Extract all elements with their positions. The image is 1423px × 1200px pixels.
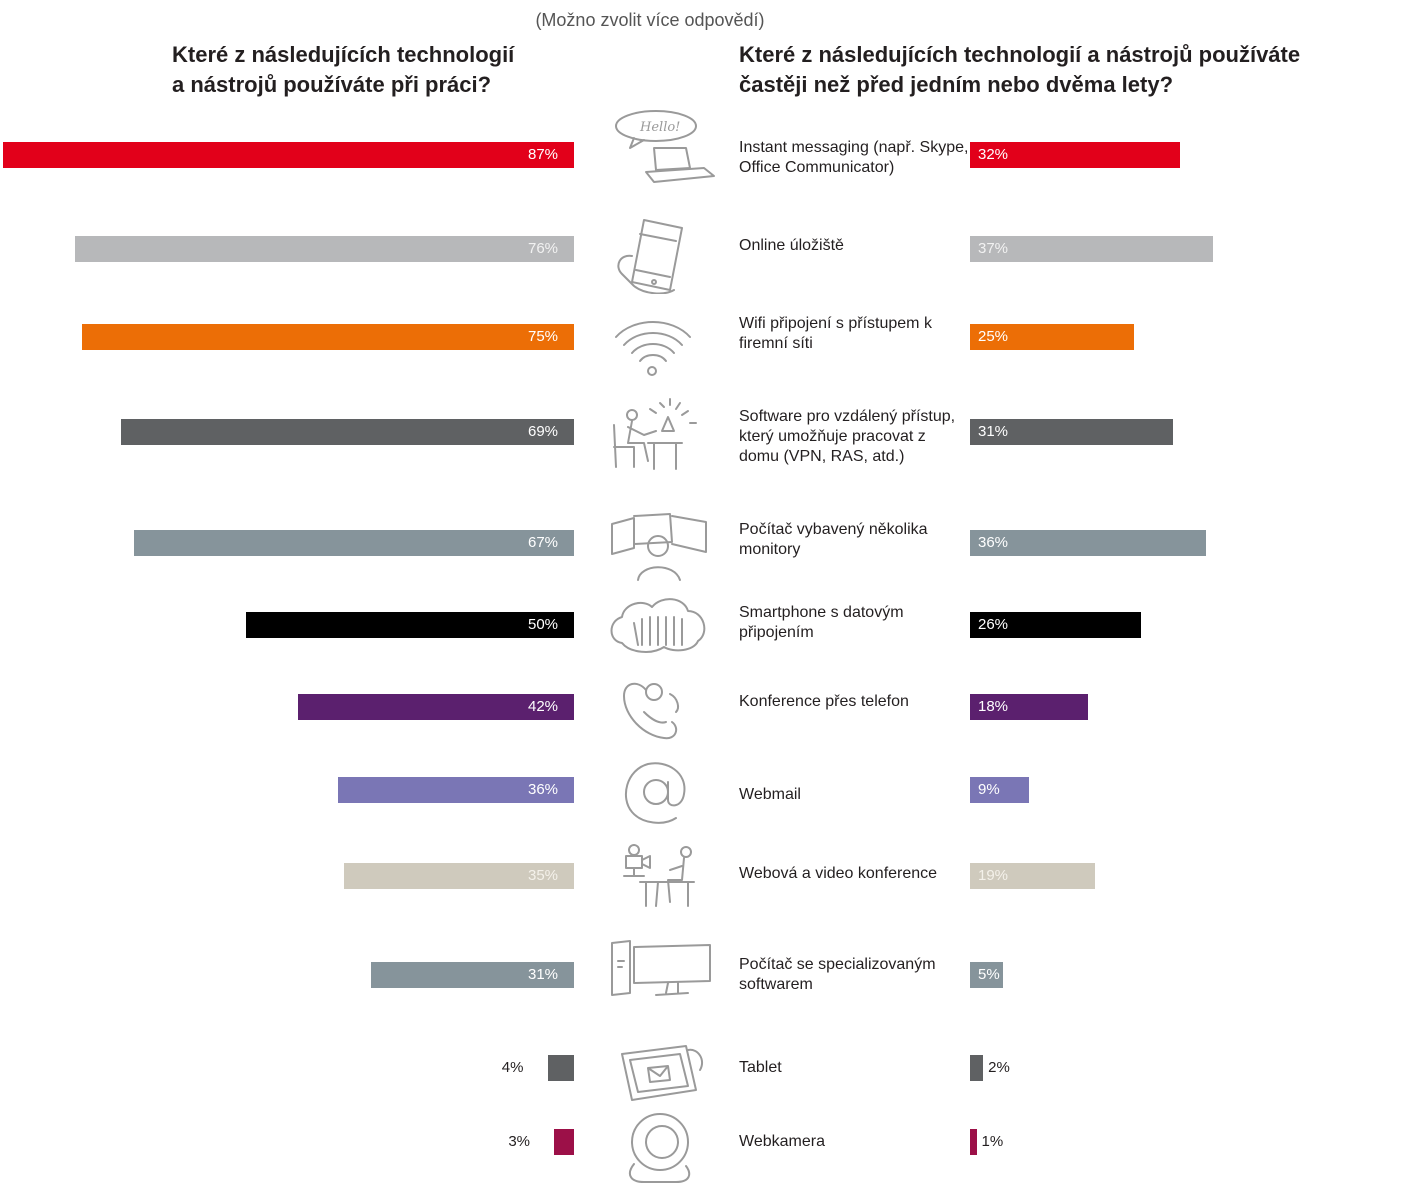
right-value-label: 5% <box>978 966 1000 983</box>
right-question-title: Které z následujících technologií a nást… <box>739 40 1359 100</box>
left-question-title: Které z následujících technologií a nást… <box>172 40 552 100</box>
category-label: Webmail <box>739 786 801 803</box>
left-bar <box>547 1055 574 1081</box>
right-bar <box>970 863 1095 889</box>
left-value-label: 76% <box>528 240 559 257</box>
left-bar <box>298 694 574 720</box>
left-value-label: 75% <box>528 328 559 345</box>
right-bar <box>970 777 1030 803</box>
right-bar <box>970 419 1174 445</box>
left-bar <box>134 530 574 556</box>
left-value-label: 67% <box>528 534 559 551</box>
left-bar <box>554 1129 574 1155</box>
right-value-label: 26% <box>978 616 1009 633</box>
tablet-icon <box>604 1030 716 1110</box>
left-value-label: 4% <box>501 1059 524 1076</box>
left-value-label: 3% <box>508 1133 530 1150</box>
at-sign-icon <box>604 752 716 832</box>
right-value-label: 1% <box>981 1133 1004 1150</box>
right-bar <box>970 530 1207 556</box>
phone-conference-icon <box>604 672 716 752</box>
left-bar <box>344 863 574 889</box>
right-bar <box>970 694 1089 720</box>
category-label: Webová a video konference <box>739 865 938 882</box>
right-bar <box>970 1055 984 1081</box>
remote-work-icon <box>604 397 716 477</box>
video-conference-icon <box>604 842 716 922</box>
smartphone-hand-icon <box>604 214 716 295</box>
right-bar <box>970 612 1141 638</box>
right-bar <box>970 1129 977 1155</box>
right-value-label: 36% <box>978 534 1009 551</box>
left-bar <box>246 612 574 638</box>
right-bar <box>970 324 1134 350</box>
left-value-label: 87% <box>528 146 559 163</box>
left-bar <box>3 142 574 168</box>
right-value-label: 32% <box>978 146 1009 163</box>
svg-text:Hello!: Hello! <box>639 120 680 135</box>
webcam-icon <box>604 1108 716 1188</box>
right-question-line-1: Které z následujících technologií a nást… <box>739 42 1301 67</box>
right-value-label: 37% <box>978 240 1009 257</box>
category-label: Webkamera <box>739 1133 825 1150</box>
left-bar <box>75 236 574 262</box>
category-label: Tablet <box>739 1059 782 1076</box>
cloud-storage-icon <box>604 587 716 667</box>
category-label: Počítač vybavený několika monitory <box>739 521 928 558</box>
right-bar <box>970 236 1213 262</box>
workstation-icon <box>604 937 716 1017</box>
left-value-label: 35% <box>528 867 559 884</box>
category-label: Online úložiště <box>739 237 844 254</box>
left-bar <box>121 419 574 445</box>
left-question-line-2: a nástrojů používáte při práci? <box>172 72 492 97</box>
right-bar <box>970 142 1180 168</box>
left-value-label: 31% <box>528 966 559 983</box>
category-label: Počítač se specializovaným softwarem <box>739 956 936 993</box>
right-value-label: 25% <box>978 328 1009 345</box>
category-label: Software pro vzdálený přístup, který umo… <box>739 408 956 465</box>
left-question-line-1: Které z následujících technologií <box>172 42 515 67</box>
right-value-label: 31% <box>978 423 1009 440</box>
multiple-answers-note: (Možno zvolit více odpovědí) <box>535 10 765 30</box>
left-value-label: 50% <box>528 616 559 633</box>
left-value-label: 42% <box>528 698 559 715</box>
right-value-label: 2% <box>988 1059 1010 1076</box>
left-bar <box>337 777 574 803</box>
category-label: Wifi připojení s přístupem k firemní sít… <box>739 315 932 352</box>
laptop-chat-icon: Hello! <box>604 104 716 184</box>
right-value-label: 19% <box>978 867 1009 884</box>
left-bar <box>370 962 574 988</box>
left-value-label: 36% <box>528 781 559 798</box>
right-value-label: 9% <box>978 781 1000 798</box>
left-value-label: 69% <box>528 423 559 440</box>
right-question-line-2: častěji než před jedním nebo dvěma lety? <box>739 72 1174 97</box>
category-label: Instant messaging (např. Skype, Office C… <box>739 139 969 176</box>
right-value-label: 18% <box>978 698 1009 715</box>
category-label: Konference přes telefon <box>739 693 909 710</box>
right-bar <box>970 962 1003 988</box>
wifi-icon <box>604 303 716 383</box>
multi-monitor-icon <box>604 504 716 584</box>
left-bar <box>82 324 574 350</box>
category-label: Smartphone s datovým připojením <box>739 604 904 641</box>
